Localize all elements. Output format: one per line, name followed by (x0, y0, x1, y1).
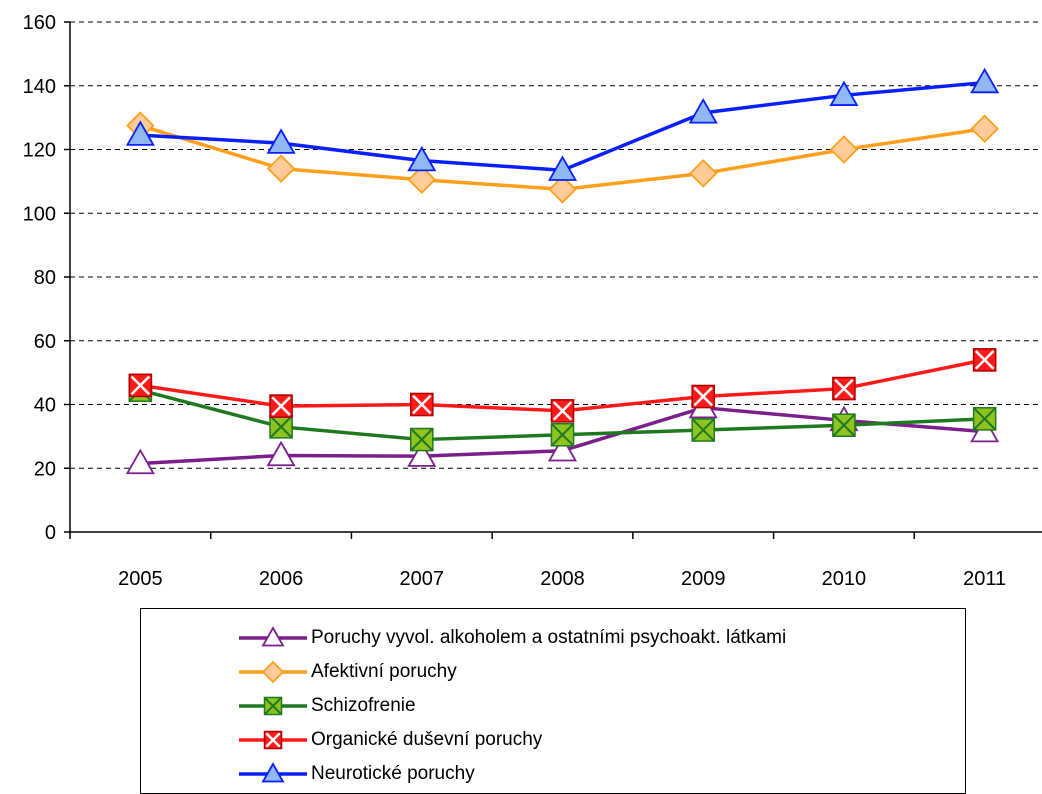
data-point (261, 762, 285, 783)
data-point (125, 448, 155, 475)
data-point (407, 145, 437, 172)
x-tick-label: 2007 (400, 568, 445, 590)
legend-item-affective: Afektivní poruchy (237, 657, 457, 687)
y-tick-label: 100 (23, 203, 56, 225)
legend-label-neurotic: Neurotické poruchy (311, 763, 475, 784)
y-tick-label: 0 (45, 522, 56, 544)
gridlines (70, 21, 1042, 469)
data-point (691, 418, 716, 442)
legend-item-alcohol: Poruchy vyvol. alkoholem a ostatními psy… (237, 623, 786, 653)
x-tick-label: 2005 (118, 568, 163, 590)
legend-swatch-schizophrenia (239, 696, 307, 716)
data-point (407, 165, 437, 195)
data-point (269, 394, 293, 418)
series-line (125, 67, 1000, 181)
axes: 0 20 40 60 80 100 120 140 160 2005 2006 2007 2008 200… (23, 12, 1042, 590)
legend-swatch-organic (239, 730, 307, 750)
x-tick-label: 2011 (963, 568, 1006, 590)
legend-label-affective: Afektivní poruchy (311, 661, 457, 682)
data-point (269, 415, 293, 439)
data-point (970, 67, 1000, 94)
data-point (691, 384, 716, 409)
legend-swatch-alcohol (239, 626, 307, 647)
legend-item-schizophrenia: Schizofrenie (237, 691, 416, 721)
x-tick-label: 2010 (822, 568, 867, 590)
data-point (263, 696, 283, 716)
data-point (261, 660, 285, 684)
data-point (266, 128, 296, 154)
y-tick-label: 60 (34, 331, 56, 353)
line-chart: 0 20 40 60 80 100 120 140 160 2005 2006 2007 2008 200… (23, 12, 1042, 590)
data-point (550, 399, 575, 423)
data-point (547, 155, 578, 181)
data-point (266, 154, 296, 183)
y-tick-label: 120 (23, 140, 56, 162)
x-tick-label: 2008 (540, 568, 585, 590)
data-point (972, 407, 997, 431)
data-point (970, 114, 999, 144)
data-point (547, 435, 578, 462)
data-point (409, 427, 434, 452)
y-tick-label: 160 (23, 12, 56, 34)
y-tick-label: 80 (34, 267, 56, 289)
data-point (829, 80, 859, 106)
data-point (548, 175, 577, 204)
y-tick-label: 140 (23, 76, 56, 98)
legend-label-organic: Organické duševní poruchy (311, 729, 543, 750)
data-point (829, 135, 859, 164)
y-tick-label: 40 (34, 395, 56, 417)
legend-swatch-affective (239, 660, 307, 684)
data-point (832, 376, 856, 401)
legend-item-organic: Organické duševní poruchy (237, 725, 542, 755)
x-tick-label: 2006 (259, 568, 304, 590)
series-line (128, 348, 997, 423)
data-point (550, 422, 575, 447)
data-point (688, 159, 718, 188)
data-point (266, 440, 296, 467)
data-point (128, 373, 153, 398)
series-layer (125, 67, 1000, 475)
legend-label-schizophrenia: Schizofrenie (311, 695, 416, 716)
legend-swatch-neurotic (239, 762, 307, 783)
data-point (125, 120, 155, 146)
x-tick-label: 2009 (681, 568, 726, 590)
legend: Poruchy vyvol. alkoholem a ostatními psy… (140, 608, 966, 794)
data-point (409, 392, 434, 417)
data-point (972, 348, 997, 372)
data-point (261, 626, 285, 647)
legend-label-alcohol: Poruchy vyvol. alkoholem a ostatními psy… (311, 627, 787, 648)
y-tick-label: 20 (34, 458, 56, 480)
data-point (407, 441, 437, 467)
data-point (832, 413, 856, 438)
legend-item-neurotic: Neurotické poruchy (237, 759, 475, 789)
data-point (263, 730, 283, 750)
data-point (688, 98, 718, 124)
